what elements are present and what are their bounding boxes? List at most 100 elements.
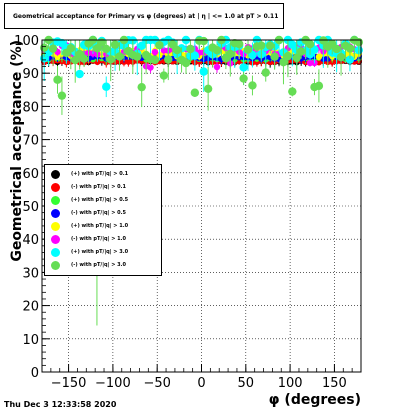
legend-label: (-) with pT/|q| > 0.5 <box>71 210 126 216</box>
legend-item: (+) with pT/|q| > 3.0 <box>45 247 161 257</box>
x-tick-label: 50 <box>238 376 255 391</box>
data-point <box>66 44 75 53</box>
legend-item: (-) with pT/|q| > 0.5 <box>45 208 161 218</box>
data-point <box>125 58 132 65</box>
data-point <box>102 44 111 54</box>
data-point <box>57 91 67 100</box>
y-tick-label: 80 <box>22 100 39 115</box>
data-point <box>292 53 301 62</box>
y-tick-label: 60 <box>22 167 39 182</box>
legend-label: (+) with pT/|q| > 1.0 <box>71 223 129 229</box>
data-point <box>40 43 49 52</box>
data-point <box>354 38 363 47</box>
legend-marker <box>51 195 60 205</box>
data-point <box>336 52 346 62</box>
data-point <box>270 52 279 61</box>
data-point <box>306 59 314 67</box>
legend-item: (+) with pT/|q| > 1.0 <box>45 221 161 231</box>
data-point <box>213 63 221 71</box>
y-tick-label: 100 <box>14 34 39 49</box>
data-point <box>261 68 270 77</box>
data-point <box>79 54 89 63</box>
data-point <box>137 41 146 51</box>
y-tick-label: 0 <box>31 366 39 381</box>
data-point <box>199 36 208 46</box>
legend-marker <box>51 182 60 192</box>
y-tick-label: 40 <box>22 233 39 248</box>
legend-item: (-) with pT/|q| > 1.0 <box>45 234 161 244</box>
legend-marker <box>51 234 60 244</box>
legend-item: (-) with pT/|q| > 0.1 <box>45 182 161 192</box>
data-point <box>332 44 341 54</box>
data-point <box>181 58 191 68</box>
data-point <box>239 74 248 83</box>
legend-marker <box>51 260 60 270</box>
x-tick-label: −150 <box>51 376 87 391</box>
data-point <box>345 44 355 53</box>
chart-title-box: Geometrical acceptance for Primary vs φ … <box>4 3 284 29</box>
data-point <box>159 71 169 80</box>
data-point <box>75 69 84 79</box>
data-point <box>172 45 182 55</box>
legend-item: (+) with pT/|q| > 0.1 <box>45 169 161 179</box>
data-point <box>147 64 154 71</box>
legend-marker <box>51 169 60 179</box>
data-point <box>283 51 293 61</box>
data-point <box>315 53 323 61</box>
data-point <box>115 52 124 61</box>
data-point <box>71 55 80 65</box>
data-point <box>102 82 111 91</box>
legend-item: (+) with pT/|q| > 0.5 <box>45 195 161 205</box>
data-point <box>226 49 235 59</box>
data-point <box>186 44 195 54</box>
legend-label: (+) with pT/|q| > 0.1 <box>71 171 129 177</box>
data-point <box>212 45 222 55</box>
data-point <box>54 53 61 61</box>
data-point <box>155 40 164 50</box>
legend-marker <box>51 208 60 218</box>
data-point <box>106 55 115 64</box>
legend-marker <box>51 247 60 257</box>
legend-label: (+) with pT/|q| > 3.0 <box>71 249 129 255</box>
data-point <box>248 81 257 90</box>
x-tick-label: 150 <box>322 376 347 391</box>
data-point <box>190 88 200 97</box>
y-tick-label: 20 <box>22 300 39 315</box>
data-point <box>151 48 159 56</box>
data-point <box>305 40 315 49</box>
y-axis-title: Geometrical acceptance (%) <box>9 40 25 262</box>
data-point <box>53 75 62 84</box>
data-point <box>164 55 173 64</box>
x-tick-label: 100 <box>278 376 303 391</box>
y-tick-label: 30 <box>22 266 39 281</box>
data-point <box>150 55 160 65</box>
data-point <box>203 84 213 93</box>
data-point <box>234 39 244 49</box>
data-point <box>199 67 208 76</box>
data-point <box>133 52 142 61</box>
data-point <box>93 44 102 53</box>
timestamp-footer: Thu Dec 3 12:33:58 2020 <box>4 400 117 409</box>
x-tick-label: −100 <box>95 376 131 391</box>
x-tick-label: −50 <box>143 376 170 391</box>
data-point <box>345 55 355 64</box>
legend-label: (+) with pT/|q| > 0.5 <box>71 197 129 203</box>
data-point <box>257 41 266 50</box>
y-tick-label: 50 <box>22 200 39 215</box>
data-point <box>314 81 324 91</box>
legend-label: (-) with pT/|q| > 0.1 <box>71 184 126 190</box>
legend-item: (-) with pT/|q| > 3.0 <box>45 260 161 270</box>
data-point <box>137 82 146 92</box>
x-tick-label: 0 <box>197 376 205 391</box>
data-point <box>279 57 288 67</box>
legend-label: (-) with pT/|q| > 3.0 <box>71 262 126 268</box>
x-axis-title: φ (degrees) <box>269 392 361 408</box>
data-point <box>288 87 297 96</box>
data-point <box>296 47 306 56</box>
data-point <box>190 51 200 60</box>
data-point <box>243 45 253 54</box>
legend-marker <box>51 221 60 231</box>
y-tick-label: 70 <box>22 134 39 149</box>
legend: (+) with pT/|q| > 0.1 (-) with pT/|q| > 0… <box>44 164 162 276</box>
